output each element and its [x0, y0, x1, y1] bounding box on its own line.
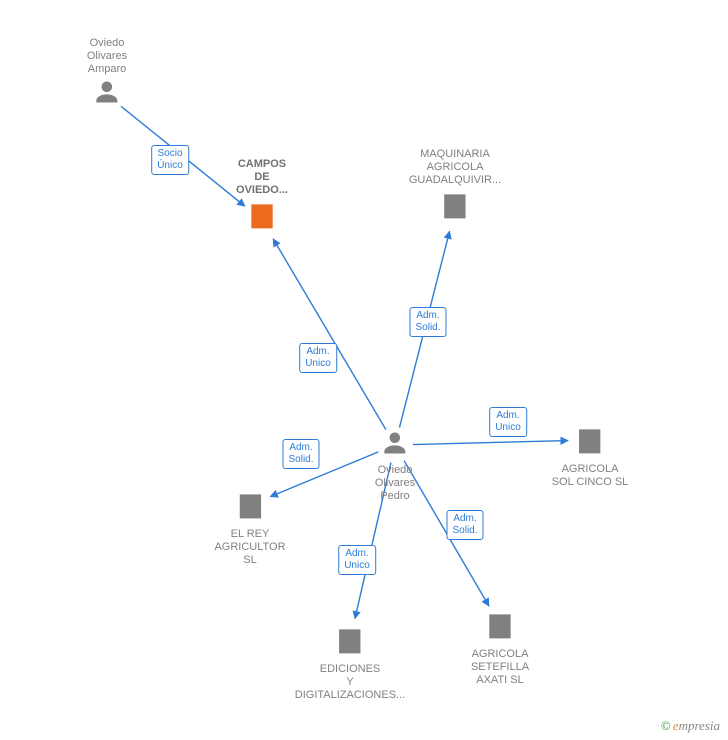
building-icon-holder	[552, 424, 629, 461]
edge-label: Adm. Unico	[338, 545, 376, 575]
node-label: Oviedo Olivares Amparo	[87, 37, 127, 76]
diagram-stage: Oviedo Olivares Amparo CAMPOS DE OVIEDO..…	[0, 0, 728, 740]
building-icon-holder	[236, 199, 288, 236]
building-icon-holder	[409, 189, 501, 226]
building-icon-holder	[471, 609, 529, 646]
node-label: AGRICOLA SETEFILLA AXATI SL	[471, 648, 529, 687]
building-icon	[484, 609, 516, 641]
watermark: ©empresia	[661, 718, 720, 734]
building-icon-holder	[295, 624, 405, 661]
node-pedro[interactable]: Oviedo Olivares Pedro	[375, 429, 415, 503]
building-icon	[246, 199, 278, 231]
node-label: AGRICOLA SOL CINCO SL	[552, 463, 629, 489]
person-icon	[381, 429, 409, 457]
edge-label: Adm. Solid.	[446, 510, 483, 540]
edge-label: Socio Único	[151, 145, 189, 175]
edge-label: Adm. Solid.	[282, 439, 319, 469]
node-label: CAMPOS DE OVIEDO...	[236, 158, 288, 197]
copyright-symbol: ©	[661, 718, 671, 733]
edge-label: Adm. Unico	[299, 343, 337, 373]
node-campos[interactable]: CAMPOS DE OVIEDO...	[236, 158, 288, 236]
edges-layer	[0, 0, 728, 740]
edge-label: Adm. Solid.	[409, 307, 446, 337]
building-icon-holder	[214, 489, 285, 526]
node-label: Oviedo Olivares Pedro	[375, 464, 415, 503]
node-sol[interactable]: AGRICOLA SOL CINCO SL	[552, 424, 629, 489]
building-icon	[439, 189, 471, 221]
watermark-text: mpresia	[679, 718, 720, 733]
person-icon-holder	[87, 78, 127, 111]
edge-label: Adm. Unico	[489, 407, 527, 437]
node-rey[interactable]: EL REY AGRICULTOR SL	[214, 489, 285, 567]
building-icon	[574, 424, 606, 456]
edge-line	[413, 441, 568, 445]
node-edic[interactable]: EDICIONES Y DIGITALIZACIONES...	[295, 624, 405, 702]
node-amparo[interactable]: Oviedo Olivares Amparo	[87, 37, 127, 111]
person-icon-holder	[375, 429, 415, 462]
building-icon	[234, 489, 266, 521]
node-label: MAQUINARIA AGRICOLA GUADALQUIVIR...	[409, 148, 501, 187]
node-label: EDICIONES Y DIGITALIZACIONES...	[295, 663, 405, 702]
node-label: EL REY AGRICULTOR SL	[214, 528, 285, 567]
node-setef[interactable]: AGRICOLA SETEFILLA AXATI SL	[471, 609, 529, 687]
person-icon	[93, 78, 121, 106]
edge-line	[273, 239, 386, 430]
node-maquin[interactable]: MAQUINARIA AGRICOLA GUADALQUIVIR...	[409, 148, 501, 226]
building-icon	[334, 624, 366, 656]
